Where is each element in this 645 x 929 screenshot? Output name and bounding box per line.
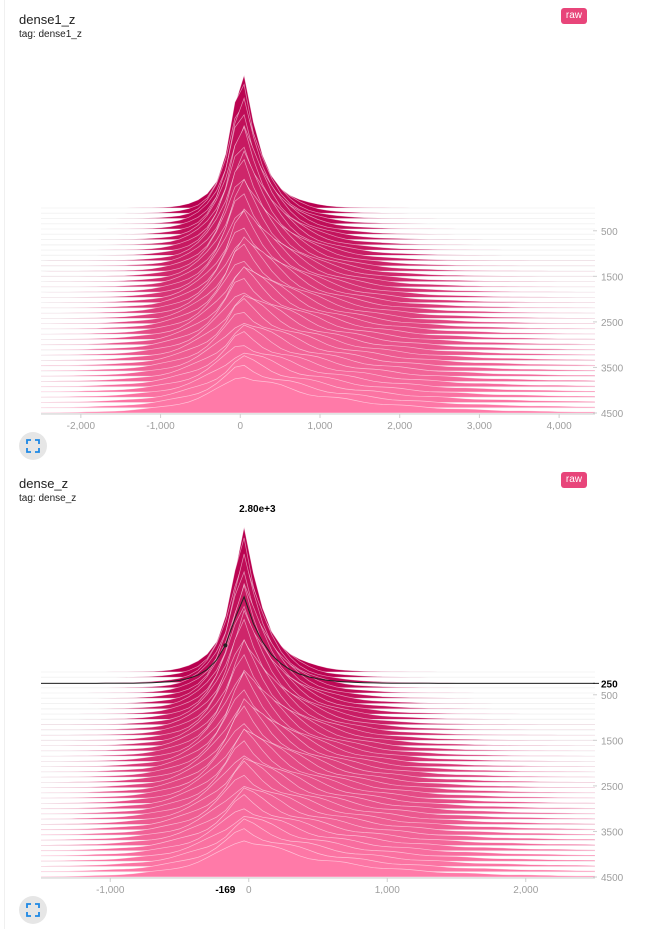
histogram-slice xyxy=(40,582,596,710)
histogram-slice xyxy=(40,671,596,773)
x-tick-label: 2,000 xyxy=(513,885,538,894)
histogram-slice xyxy=(40,178,596,277)
histogram-slice xyxy=(40,156,596,261)
histogram-slice xyxy=(40,210,596,309)
histogram-slice xyxy=(40,103,596,219)
y-tick-label: 4500 xyxy=(601,409,624,420)
y-tick-label: 1500 xyxy=(601,736,624,747)
y-tick-label: 4500 xyxy=(601,873,624,884)
histogram-slice xyxy=(40,129,596,240)
histogram-slice xyxy=(41,75,595,209)
hover-step-label: 250 xyxy=(601,679,618,690)
histogram-slice xyxy=(40,102,596,225)
histogram-slice xyxy=(40,553,596,694)
raw-button[interactable]: raw xyxy=(560,8,587,24)
histogram-series xyxy=(40,527,596,878)
histogram-slice xyxy=(40,150,596,267)
raw-button[interactable]: raw xyxy=(560,472,587,488)
x-tick-label: 4,000 xyxy=(547,421,572,430)
x-tick-label: 1,000 xyxy=(375,885,400,894)
x-axis: -2,000 -1,000 0 1,000 2,000 3,000 4,000 xyxy=(41,413,595,430)
histogram-card-dense1: dense1_z tag: dense1_z raw -2,000 -1,000 0… xyxy=(4,0,641,464)
chart-tag: tag: dense_z xyxy=(19,493,77,504)
hover-point xyxy=(223,643,228,648)
histogram-slice xyxy=(40,96,596,230)
histogram-slice xyxy=(40,605,596,720)
y-tick-label: 3500 xyxy=(601,363,624,374)
histogram-series xyxy=(40,75,596,414)
histogram-slice xyxy=(40,377,596,414)
y-axis: 500 1500 2500 3500 4500 xyxy=(593,691,624,884)
hover-readout: 2.80e+3 250 -169 xyxy=(41,504,618,894)
histogram-slice xyxy=(40,639,596,752)
histogram-slice xyxy=(40,840,596,878)
x-tick-label: 0 xyxy=(246,885,252,894)
hover-slice-line xyxy=(41,595,595,684)
histogram-slice xyxy=(40,146,596,256)
hover-count-label: 2.80e+3 xyxy=(239,504,276,515)
histogram-slice xyxy=(40,537,596,678)
y-tick-label: 3500 xyxy=(601,827,624,838)
y-axis: 500 1500 2500 3500 4500 xyxy=(593,227,624,420)
hover-x-label: -169 xyxy=(215,885,235,894)
histogram-slice xyxy=(40,584,596,715)
x-tick-label: 0 xyxy=(237,421,243,430)
histogram-slice xyxy=(40,558,596,689)
histogram-slice xyxy=(40,193,596,293)
histogram-slice xyxy=(40,83,596,214)
chart-title: dense_z xyxy=(19,476,69,491)
chart-title: dense1_z xyxy=(19,12,76,27)
histogram-slice xyxy=(40,615,596,725)
histogram-slice xyxy=(40,182,596,282)
y-tick-label: 500 xyxy=(601,227,618,238)
expand-icon xyxy=(26,439,40,453)
histogram-slice xyxy=(40,178,596,288)
x-tick-label: -1,000 xyxy=(96,885,125,894)
x-tick-label: -1,000 xyxy=(146,421,175,430)
x-tick-label: 3,000 xyxy=(467,421,492,430)
histogram-chart[interactable]: -1,000 0 1,000 2,00050015002500350045002.80… xyxy=(5,464,641,894)
histogram-slice xyxy=(40,158,596,272)
expand-button[interactable] xyxy=(19,896,47,924)
y-tick-label: 1500 xyxy=(601,272,624,283)
x-tick-label: 2,000 xyxy=(387,421,412,430)
histogram-slice xyxy=(40,570,596,699)
histogram-slice xyxy=(40,558,596,683)
histogram-card-dense: dense_z tag: dense_z raw -1,000 0 1,000 2,0… xyxy=(4,464,641,929)
histogram-slice xyxy=(40,124,596,246)
histogram-slice xyxy=(40,618,596,736)
chart-tag: tag: dense1_z xyxy=(19,29,82,40)
histogram-chart[interactable]: -2,000 -1,000 0 1,000 2,000 3,000 4,000 500 1500… xyxy=(5,0,641,430)
histogram-slice xyxy=(40,113,596,235)
histogram-slice xyxy=(40,653,596,757)
x-tick-label: 1,000 xyxy=(307,421,332,430)
x-axis: -1,000 0 1,000 2,000 xyxy=(41,877,595,894)
histogram-slice xyxy=(40,126,596,251)
histogram-slice xyxy=(40,609,596,731)
y-tick-label: 500 xyxy=(601,691,618,702)
y-tick-label: 2500 xyxy=(601,782,624,793)
expand-button[interactable] xyxy=(19,432,47,460)
x-tick-label: -2,000 xyxy=(67,421,96,430)
histogram-slice xyxy=(40,587,596,704)
y-tick-label: 2500 xyxy=(601,318,624,329)
histogram-slice xyxy=(40,639,596,741)
histogram-slice xyxy=(41,527,595,673)
expand-icon xyxy=(26,903,40,917)
